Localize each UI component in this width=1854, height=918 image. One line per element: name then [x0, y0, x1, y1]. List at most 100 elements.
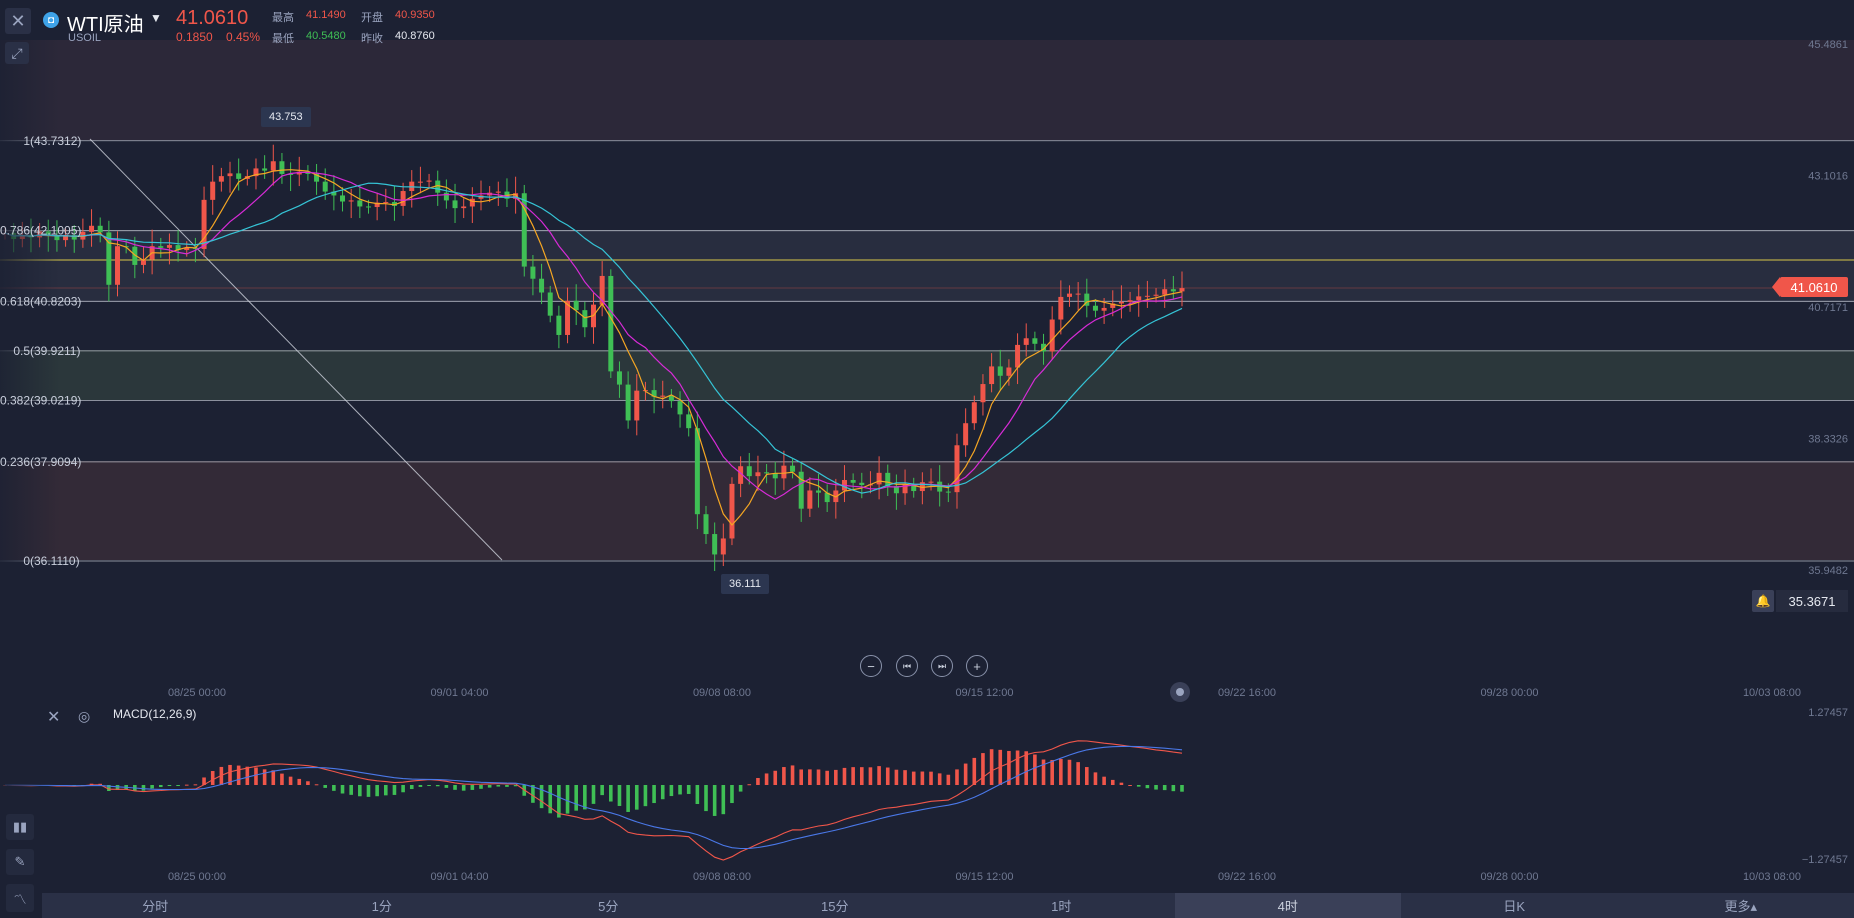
symbol-dropdown-caret-icon[interactable]: ▼: [150, 11, 162, 25]
candle-body: [1127, 300, 1133, 302]
period-tab-7[interactable]: 更多▴: [1724, 899, 1758, 914]
macd-histogram-bar: [686, 785, 691, 794]
candle-body: [824, 492, 830, 503]
candle-body: [184, 247, 190, 251]
price-axis: 45.4861 43.1016 40.7171 38.3326 35.9482: [1808, 39, 1848, 577]
symbol-logo-icon: ◘: [43, 12, 59, 28]
macd-histogram-bar: [591, 785, 596, 804]
macd-histogram-bar: [1024, 751, 1029, 785]
macd-time-axis-label: 09/28 00:00: [1480, 871, 1538, 883]
candle-body: [71, 235, 77, 240]
macd-settings-icon[interactable]: ◎: [78, 708, 91, 724]
period-tab-1[interactable]: 1分: [371, 899, 392, 914]
macd-histogram-bar: [963, 763, 968, 785]
candle-body: [1136, 296, 1142, 301]
price-change: 0.1850: [176, 30, 213, 44]
macd-histogram-bar: [1050, 760, 1054, 785]
macd-histogram-bar: [989, 749, 994, 785]
candle-body: [634, 390, 640, 421]
candle-body: [1058, 296, 1064, 320]
candle-body: [435, 180, 441, 193]
indicator-tool-button[interactable]: ▮▮: [6, 814, 34, 840]
symbol-name[interactable]: WTI原油: [67, 14, 144, 36]
candle-body: [703, 514, 709, 535]
macd-histogram-bar: [747, 784, 752, 786]
reset-scale-button[interactable]: [1170, 682, 1190, 702]
fib-value-label: (39.0219): [30, 393, 81, 407]
price-axis-label: 40.7171: [1808, 302, 1848, 314]
period-tab-0[interactable]: 分时: [142, 899, 169, 914]
macd-histogram-bar: [427, 785, 431, 786]
close-chart-button[interactable]: ✕: [5, 8, 31, 34]
candle-body: [928, 481, 934, 483]
candle-body: [997, 366, 1003, 376]
fib-zone-786-618: [0, 230, 1854, 301]
macd-histogram-bar: [600, 785, 604, 796]
macd-histogram-bar: [444, 785, 449, 788]
bars-icon: ▮▮: [12, 819, 28, 834]
candle-body: [807, 490, 813, 509]
candle-body: [236, 173, 242, 179]
period-tab-6[interactable]: 日K: [1503, 899, 1526, 914]
alert-bell-icon[interactable]: 🔔: [1752, 590, 1774, 612]
candle-body: [599, 275, 605, 305]
pen-tool-button[interactable]: ✎: [6, 849, 34, 875]
macd-time-axis-label: 09/01 04:00: [430, 871, 488, 883]
candle-body: [660, 395, 666, 397]
macd-histogram-bar: [678, 785, 682, 795]
draw-tool-button[interactable]: ⤢: [5, 42, 29, 64]
pencil-icon: ✎: [14, 854, 26, 869]
macd-histogram-bar: [496, 785, 501, 787]
macd-histogram-bar: [565, 785, 570, 814]
macd-time-axis-label: 10/03 08:00: [1743, 871, 1801, 883]
time-axis-label: 09/01 04:00: [430, 687, 488, 699]
period-tab-5[interactable]: 4时: [1174, 893, 1401, 918]
macd-histogram-bar: [1162, 785, 1167, 791]
candle-body: [314, 173, 320, 182]
candle-body: [279, 161, 285, 174]
zoom-out-button[interactable]: −: [860, 655, 882, 677]
candle-body: [1179, 288, 1185, 292]
candle-body: [686, 414, 692, 429]
scroll-end-button[interactable]: ⏭: [931, 655, 953, 677]
period-tab-2[interactable]: 5分: [598, 899, 619, 914]
macd-histogram-bar: [911, 771, 916, 785]
zoom-in-button[interactable]: +: [966, 655, 988, 677]
scroll-start-button[interactable]: ⏮: [896, 655, 918, 677]
high-label: 最高: [272, 12, 294, 24]
candle-body: [140, 259, 146, 265]
macd-histogram-bar: [946, 774, 951, 785]
macd-histogram-bar: [643, 785, 648, 807]
price-axis-label: 35.9482: [1808, 565, 1848, 577]
period-tab-3[interactable]: 15分: [821, 899, 849, 914]
period-tab-4[interactable]: 1时: [1051, 899, 1072, 914]
candle-body: [668, 395, 674, 402]
macd-histogram-bar: [1093, 772, 1098, 785]
macd-histogram-bar: [115, 785, 120, 790]
macd-histogram-bar: [366, 785, 371, 797]
fib-ratio-label: 1: [23, 134, 30, 148]
macd-time-axis-label: 09/22 16:00: [1218, 871, 1276, 883]
macd-time-axis-label: 09/08 08:00: [693, 871, 751, 883]
macd-histogram-bar: [548, 785, 553, 814]
fib-labels: 1 (43.7312) 0.786 (42.1005) 0.618 (40.8203) 0.…: [0, 134, 81, 568]
macd-histogram-bar: [210, 771, 215, 785]
left-fade: [0, 0, 60, 918]
candle-body: [495, 191, 501, 193]
candle-body: [738, 466, 744, 484]
macd-histogram-bar: [383, 785, 388, 796]
macd-histogram-bar: [1076, 762, 1080, 785]
symbol-code: USOIL: [68, 32, 102, 44]
line-tool-button[interactable]: 〽: [6, 884, 34, 912]
minus-icon: −: [867, 658, 875, 674]
macd-close-icon[interactable]: ✕: [47, 709, 61, 726]
close-icon: ✕: [10, 10, 26, 31]
price-change-pct: 0.45%: [226, 30, 261, 44]
ma-lines: [4, 169, 1183, 526]
macd-histogram-bar: [903, 770, 907, 785]
macd-histogram-bar: [340, 785, 345, 794]
macd-histogram-bar: [193, 784, 198, 786]
candle-body: [608, 275, 614, 372]
trend-line-icon: 〽: [13, 891, 27, 907]
